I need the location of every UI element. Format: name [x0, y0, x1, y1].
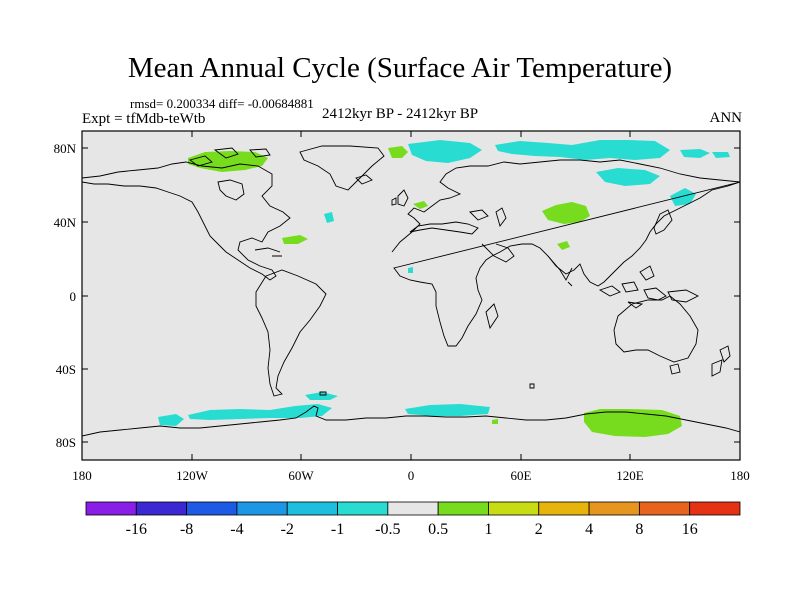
colorbar-box	[85, 501, 137, 516]
asia-warm-patch	[557, 241, 570, 250]
japan	[653, 209, 673, 235]
lat-label: 0	[70, 289, 77, 304]
lat-label: 80N	[54, 141, 77, 156]
colorbar-labels: -16 -8 -4 -2 -1 -0.5 0.5 1 2 4 8 16	[126, 521, 698, 538]
colorbar-label: -16	[126, 521, 147, 538]
north-atlantic-cool-patch	[324, 212, 334, 223]
colorbar-box	[135, 501, 188, 516]
africa-cool-patch	[408, 267, 413, 273]
australia-coast	[613, 295, 699, 375]
colorbar-label: -4	[230, 521, 243, 538]
longitude-labels: 180 120W 60W 0 60E 120E 180	[72, 468, 750, 483]
greenland-warm-patch	[388, 146, 408, 158]
lon-label: 60W	[288, 468, 314, 483]
colorbar-label: 0.5	[428, 521, 448, 538]
colorbar-label: 1	[484, 521, 492, 538]
colorbar-label: -2	[281, 521, 294, 538]
sub-antarctic-islands	[319, 383, 535, 396]
colorbar	[85, 501, 741, 516]
southern-ocean-warm-patch	[492, 419, 498, 424]
greenland-coast	[299, 145, 385, 191]
new-zealand	[711, 345, 731, 377]
colorbar-label: 2	[535, 521, 543, 538]
colorbar-box	[638, 501, 691, 516]
siberia-warm-patch	[542, 202, 590, 224]
colorbar-box	[286, 501, 338, 516]
chukchi-cool-patch	[712, 152, 730, 158]
madagascar	[485, 303, 499, 330]
antarctica-coast	[82, 405, 740, 437]
map-background	[82, 131, 740, 460]
arctic-ocean-cool-patch	[408, 140, 482, 163]
latitude-labels: 80N 40N 0 40S 80S	[54, 141, 77, 450]
lon-label: 180	[730, 468, 750, 483]
lon-label: 0	[408, 468, 415, 483]
british-isles	[391, 189, 409, 207]
greater-antilles	[254, 247, 282, 257]
bellingshausen-cool-patch	[188, 404, 332, 420]
coastlines	[82, 145, 740, 437]
lon-label: 60E	[511, 468, 532, 483]
southeast-asia-islands	[598, 265, 700, 309]
lat-label: 40N	[54, 215, 77, 230]
bering-cool-patch	[680, 149, 710, 158]
lon-label: 120W	[176, 468, 209, 483]
kamchatka-cool-patch	[670, 188, 696, 206]
colorbar-box	[186, 501, 238, 516]
season-label: ANN	[709, 110, 743, 126]
atlantic-warm-patch	[282, 235, 308, 244]
colorbar-box	[689, 501, 741, 516]
arabia-red-sea	[481, 243, 515, 263]
rmsd-diff-stats: rmsd= 0.200334 diff= -0.00684881	[130, 96, 314, 111]
colorbar-label: -8	[180, 521, 193, 538]
north-america-coast	[82, 161, 291, 281]
lat-label: 80S	[56, 435, 76, 450]
colorbar-box	[236, 501, 288, 516]
colorbar-box	[538, 501, 590, 516]
black-caspian-sea	[469, 207, 507, 227]
colorbar-label: -0.5	[375, 521, 400, 538]
europe-warm-patch	[413, 201, 428, 209]
lon-label: 180	[72, 468, 92, 483]
plot-title: Mean Annual Cycle (Surface Air Temperatu…	[127, 52, 673, 84]
colorbar-label: 4	[585, 521, 593, 538]
south-america-coast	[255, 269, 327, 397]
colorbar-label: 16	[682, 521, 698, 538]
weddell-cool-patch	[405, 404, 490, 416]
axis-ticks	[81, 131, 741, 460]
lon-label: 120E	[616, 468, 644, 483]
colorbar-box	[437, 501, 489, 516]
east-siberia-cool-patch	[596, 168, 660, 186]
hudson-bay	[217, 179, 245, 201]
colorbar-box	[337, 501, 389, 516]
arctic-islands	[188, 147, 271, 167]
antarctica-warm-patch	[584, 409, 682, 437]
iceland	[355, 174, 373, 185]
india-sri-lanka	[547, 255, 573, 287]
drake-cool-patch	[305, 392, 338, 400]
arctic-siberia-cool-patch	[495, 140, 670, 160]
lat-label: 40S	[56, 362, 76, 377]
period-label: 2412kyr BP - 2412kyr BP	[322, 106, 479, 122]
colorbar-box	[387, 501, 439, 516]
colorbar-box	[488, 501, 540, 516]
colorbar-label: -1	[331, 521, 344, 538]
colorbar-box	[588, 501, 640, 516]
colorbar-label: 8	[635, 521, 643, 538]
ross-sea-cool-patch	[158, 414, 184, 426]
eurasia-africa-coast	[391, 159, 740, 347]
experiment-label: Expt = tfMdb-teWtb	[82, 111, 206, 127]
mediterranean	[409, 221, 479, 235]
